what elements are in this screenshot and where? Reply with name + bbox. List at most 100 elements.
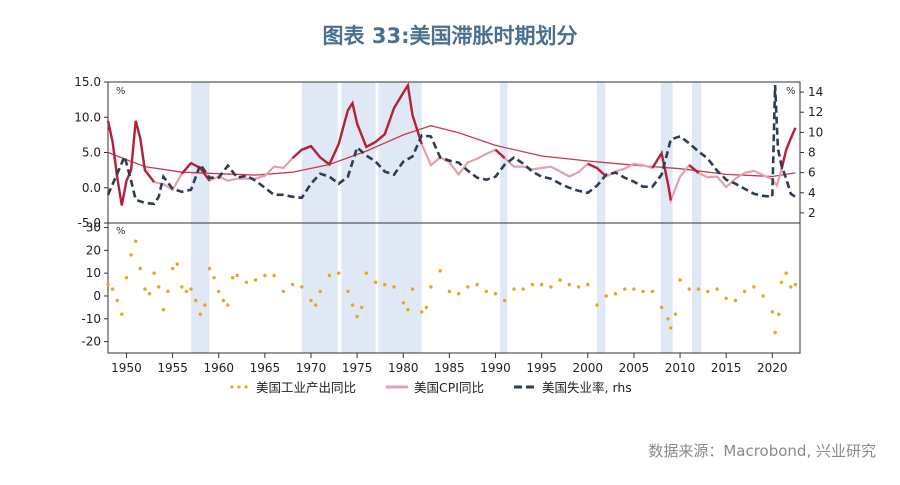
industrial-point	[170, 266, 175, 271]
top-right-unit-label: %	[786, 86, 796, 97]
industrial-point	[429, 285, 433, 289]
industrial-point	[244, 280, 249, 284]
industrial-point	[198, 312, 202, 316]
industrial-point	[221, 298, 225, 303]
industrial-point	[779, 280, 784, 284]
industrial-point	[438, 269, 442, 273]
x-tick-label: 1975	[342, 361, 373, 375]
shaded-period-bottom	[500, 223, 508, 353]
cpi-line-highlight	[494, 148, 506, 159]
bottom-left-axis: 30 20 10 0 -10 -20	[81, 221, 108, 349]
shaded-period-top	[378, 82, 422, 223]
bottom-left-unit-label: %	[116, 226, 126, 237]
series-layer	[106, 82, 798, 335]
industrial-point	[337, 271, 341, 275]
shaded-period-bottom	[378, 223, 422, 353]
industrial-point	[166, 289, 170, 294]
industrial-point	[392, 285, 396, 289]
source-note: 数据来源：Macrobond, 兴业研究	[648, 442, 876, 460]
industrial-point	[272, 273, 276, 278]
y-tick-label: -5.0	[78, 216, 101, 230]
industrial-point	[157, 285, 161, 289]
industrial-point	[673, 312, 678, 316]
y2-tick-label: 12	[808, 105, 823, 119]
industrial-point	[147, 292, 152, 296]
shaded-period-bottom	[597, 223, 606, 353]
y2-tick-label: 8	[808, 146, 816, 160]
industrial-point	[152, 271, 156, 275]
industrial-point	[124, 276, 129, 280]
industrial-point	[466, 285, 470, 289]
industrial-point	[687, 287, 691, 291]
industrial-point	[784, 271, 788, 275]
y2-tick-label: 4	[808, 186, 816, 200]
industrial-point	[194, 298, 198, 303]
cpi-line-highlight	[780, 127, 797, 170]
industrial-point	[484, 289, 488, 294]
cpi-line-highlight	[180, 161, 211, 182]
cpi-trend-line	[107, 125, 796, 178]
x-tick-label: 2020	[757, 361, 788, 375]
shaded-period-bottom	[692, 223, 702, 353]
shaded-periods-top	[191, 82, 702, 223]
industrial-point	[281, 289, 285, 294]
industrial-point	[666, 317, 670, 321]
legend-swatch-dot	[230, 385, 234, 389]
industrial-point	[512, 287, 516, 291]
industrial-point	[300, 285, 304, 289]
industrial-point	[659, 305, 664, 310]
legend-swatch-dot	[244, 385, 248, 389]
industrial-point	[641, 289, 645, 294]
industrial-point	[138, 266, 142, 271]
industrial-point	[521, 287, 525, 291]
x-axis: 1950 1955 1960 1965 1970 1975 1980 1985 1990 1995…	[111, 353, 788, 375]
shaded-period-bottom	[341, 223, 376, 353]
industrial-point	[632, 287, 636, 291]
x-tick-label: 2015	[711, 361, 742, 375]
industrial-point	[733, 298, 738, 303]
industrial-point	[410, 287, 415, 291]
industrial-point	[226, 303, 230, 307]
industrial-point	[669, 326, 673, 330]
shaded-period-top	[341, 82, 376, 223]
industrial-point	[475, 282, 479, 287]
y-tick-label: 0	[93, 289, 101, 303]
top-left-axis: 15.0 10.0 5.0 0.0 -5.0	[74, 75, 108, 230]
industrial-point	[129, 253, 133, 257]
legend-label: 美国失业率, rhs	[542, 380, 632, 395]
industrial-point	[360, 305, 364, 310]
legend-swatch-dot	[237, 385, 241, 389]
x-tick-label: 1995	[526, 361, 557, 375]
industrial-point	[364, 271, 368, 275]
industrial-point	[752, 285, 756, 289]
industrial-point	[120, 312, 124, 316]
top-right-axis: 14 12 10 8 6 4 2	[800, 85, 823, 220]
industrial-point	[678, 278, 682, 282]
cpi-line-highlight	[688, 164, 700, 174]
shaded-period-bottom	[660, 223, 673, 353]
legend-label: 美国CPI同比	[414, 380, 484, 395]
industrial-point	[706, 289, 710, 294]
cpi-line-highlight	[291, 82, 423, 167]
industrial-point	[456, 292, 461, 296]
industrial-point	[309, 298, 313, 303]
industrial-point	[715, 287, 719, 291]
industrial-point	[217, 289, 221, 294]
shaded-period-top	[692, 82, 702, 223]
y-tick-label: 15.0	[74, 75, 101, 89]
y-tick-label: 10	[86, 266, 101, 280]
bottom-plot-frame	[107, 222, 801, 354]
industrial-point	[595, 303, 599, 307]
industrial-point	[604, 294, 608, 298]
industrial-point	[318, 289, 322, 294]
industrial-point	[613, 292, 618, 296]
industrial-point	[424, 305, 428, 310]
y-tick-label: 5.0	[82, 146, 101, 160]
industrial-point	[180, 285, 184, 289]
industrial-point	[793, 282, 798, 287]
cpi-line-highlight	[651, 150, 672, 201]
industrial-point	[530, 282, 535, 287]
x-tick-label: 1955	[157, 361, 188, 375]
industrial-point	[134, 239, 138, 243]
industrial-point	[161, 308, 166, 312]
